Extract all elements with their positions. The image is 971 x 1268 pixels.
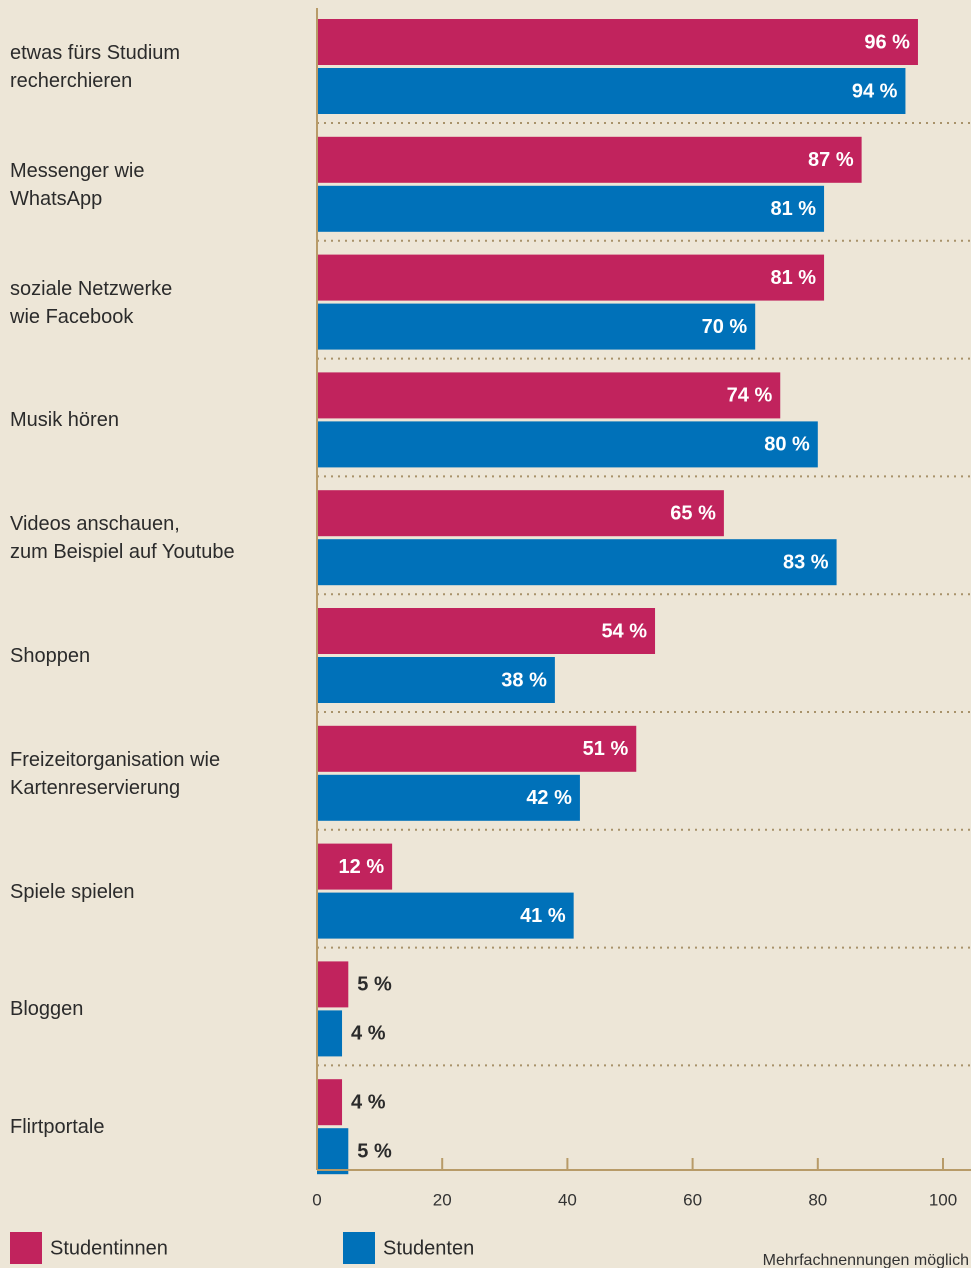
bar — [317, 608, 656, 654]
value-label: 81 % — [770, 198, 816, 220]
value-label: 81 % — [770, 267, 816, 289]
category-label: etwas fürs Studium recherchieren — [10, 42, 181, 92]
value-label: 83 % — [783, 551, 829, 573]
value-label: 74 % — [727, 385, 773, 407]
category-label: Spiele spielen — [10, 880, 135, 903]
category-label: Messenger wie WhatsApp — [10, 159, 145, 210]
value-label: 80 % — [764, 434, 810, 456]
bar — [317, 961, 349, 1008]
bar — [317, 1010, 343, 1057]
x-tick-label: 0 — [312, 1190, 321, 1209]
x-tick-label: 60 — [683, 1190, 702, 1209]
category-label: soziale Netzwerke wie Facebook — [10, 277, 173, 328]
x-tick-label: 20 — [433, 1190, 452, 1209]
value-label: 96 % — [864, 31, 910, 53]
bar — [317, 68, 906, 114]
category-label: Freizeitorganisation wie Kartenreservier… — [10, 748, 221, 799]
bar — [317, 725, 637, 772]
legend-label: Studenten — [383, 1237, 474, 1259]
bar — [317, 490, 724, 537]
bar — [317, 1079, 343, 1126]
bar — [317, 421, 818, 468]
value-label: 12 % — [339, 856, 385, 878]
bar — [317, 136, 862, 183]
value-label: 51 % — [583, 738, 629, 760]
legend-label: Studentinnen — [50, 1237, 168, 1259]
category-label: Flirtportale — [10, 1116, 105, 1139]
value-label: 54 % — [601, 620, 647, 642]
value-label: 70 % — [702, 316, 748, 338]
bar — [317, 185, 825, 232]
value-label: 42 % — [526, 787, 572, 809]
value-label: 41 % — [520, 905, 566, 927]
bar — [317, 1128, 349, 1175]
value-label: 5 % — [357, 1140, 392, 1162]
bar — [317, 303, 756, 350]
value-label: 4 % — [351, 1023, 386, 1045]
category-label: Videos anschauen, zum Beispiel auf Youtu… — [10, 513, 235, 564]
bar — [317, 254, 825, 301]
bar — [317, 539, 837, 586]
legend-swatch — [10, 1232, 42, 1264]
value-label: 38 % — [501, 669, 547, 691]
bar — [317, 19, 918, 65]
x-tick-label: 40 — [558, 1190, 577, 1209]
value-label: 87 % — [808, 149, 854, 171]
x-tick-label: 80 — [808, 1190, 827, 1209]
legend-swatch — [343, 1232, 375, 1264]
category-label: Bloggen — [10, 998, 84, 1021]
bar — [317, 892, 574, 939]
bar — [317, 657, 555, 703]
bar — [317, 372, 781, 419]
note: Mehrfachnennungen möglich — [763, 1252, 969, 1268]
value-label: 65 % — [670, 502, 716, 524]
bar — [317, 843, 393, 890]
category-label: Musik hören — [10, 409, 119, 432]
value-label: 4 % — [351, 1091, 386, 1113]
x-tick-label: 100 — [929, 1190, 957, 1209]
value-label: 94 % — [852, 80, 898, 102]
value-label: 5 % — [357, 974, 392, 996]
bar — [317, 774, 580, 821]
category-label: Shoppen — [10, 645, 91, 667]
